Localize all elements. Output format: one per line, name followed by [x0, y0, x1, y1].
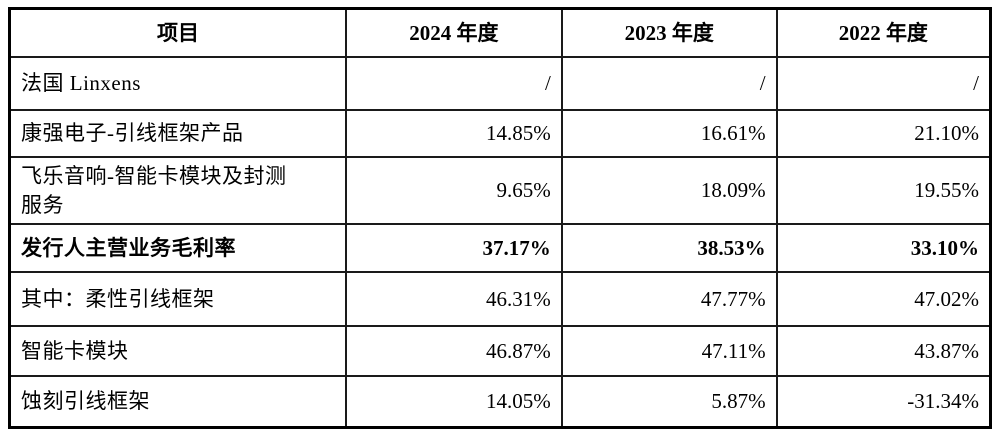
value-2022: 19.55% — [775, 156, 992, 225]
row-label: 智能卡模块 — [8, 325, 347, 377]
value-2022: 33.10% — [775, 223, 992, 273]
header-row: 项目 2024 年度 2023 年度 2022 年度 — [8, 7, 992, 58]
value-2022: 47.02% — [775, 271, 992, 327]
row-label: 发行人主营业务毛利率 — [8, 223, 347, 273]
value-2024: / — [344, 56, 563, 111]
row-label: 康强电子-引线框架产品 — [8, 109, 347, 158]
value-2023: 5.87% — [560, 375, 778, 429]
value-2023: 47.77% — [560, 271, 778, 327]
value-2023: 47.11% — [560, 325, 778, 377]
row-label: 蚀刻引线框架 — [8, 375, 347, 429]
value-2024: 46.31% — [344, 271, 563, 327]
value-2023: 18.09% — [560, 156, 778, 225]
table-row-smartcard-module: 智能卡模块 46.87% 47.11% 43.87% — [8, 325, 992, 377]
header-2024: 2024 年度 — [344, 7, 563, 58]
value-2023: / — [560, 56, 778, 111]
row-label: 飞乐音响-智能卡模块及封测服务 — [8, 156, 347, 225]
value-2024: 37.17% — [344, 223, 563, 273]
header-2022: 2022 年度 — [775, 7, 992, 58]
table-row-flexible-leadframe: 其中：柔性引线框架 46.31% 47.77% 47.02% — [8, 271, 992, 327]
value-2024: 14.85% — [344, 109, 563, 158]
value-2024: 14.05% — [344, 375, 563, 429]
row-label: 法国 Linxens — [8, 56, 347, 111]
table-row-kangqiang: 康强电子-引线框架产品 14.85% 16.61% 21.10% — [8, 109, 992, 158]
gross-margin-comparison-table: 项目 2024 年度 2023 年度 2022 年度 法国 Linxens / … — [8, 7, 992, 429]
value-2023: 16.61% — [560, 109, 778, 158]
header-item: 项目 — [8, 7, 347, 58]
header-2023: 2023 年度 — [560, 7, 778, 58]
gross-margin-table-container: 项目 2024 年度 2023 年度 2022 年度 法国 Linxens / … — [8, 7, 992, 429]
row-label: 其中：柔性引线框架 — [8, 271, 347, 327]
value-2024: 46.87% — [344, 325, 563, 377]
value-2022: 21.10% — [775, 109, 992, 158]
value-2024: 9.65% — [344, 156, 563, 225]
table-row-feile: 飞乐音响-智能卡模块及封测服务 9.65% 18.09% 19.55% — [8, 156, 992, 225]
table-row-issuer-total: 发行人主营业务毛利率 37.17% 38.53% 33.10% — [8, 223, 992, 273]
table-row-etched-leadframe: 蚀刻引线框架 14.05% 5.87% -31.34% — [8, 375, 992, 429]
table-row-linxens: 法国 Linxens / / / — [8, 56, 992, 111]
value-2022: 43.87% — [775, 325, 992, 377]
value-2023: 38.53% — [560, 223, 778, 273]
value-2022: / — [775, 56, 992, 111]
value-2022: -31.34% — [775, 375, 992, 429]
